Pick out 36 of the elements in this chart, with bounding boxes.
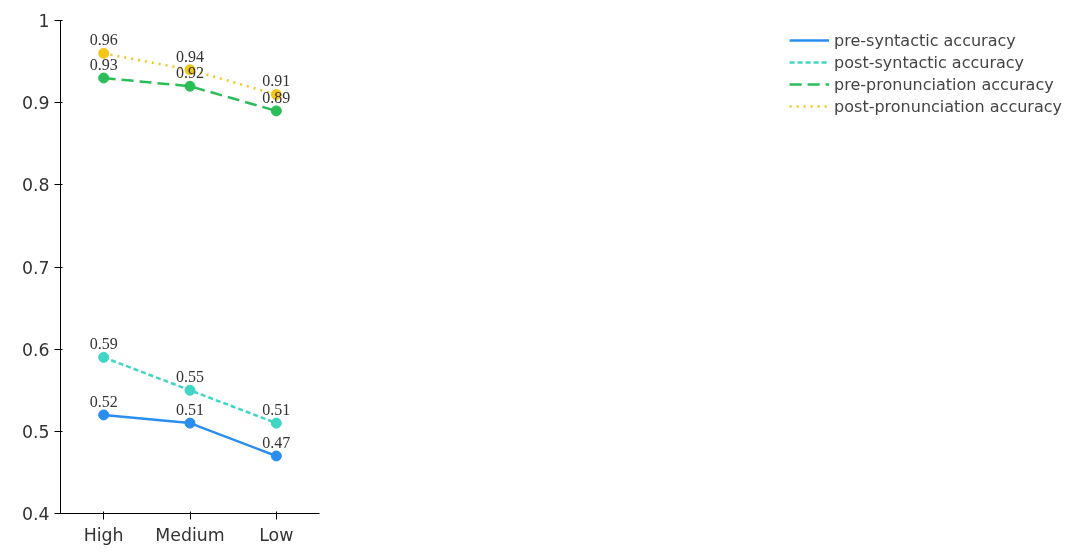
legend-label: post-pronunciation accuracy	[834, 96, 1062, 116]
y-tick-label: 1	[38, 11, 50, 31]
y-tick-label: 0.6	[21, 339, 50, 360]
legend-label: post-syntactic accuracy	[834, 52, 1025, 72]
point	[270, 450, 282, 462]
data-label: 0.55	[176, 368, 204, 386]
data-label: 0.52	[89, 392, 118, 410]
data-label: 0.51	[262, 401, 291, 419]
y-tick-label: 0.7	[21, 257, 50, 278]
data-label: 0.59	[89, 335, 118, 353]
data-label: 0.92	[176, 64, 204, 82]
point	[98, 47, 110, 59]
data-label: 0.94	[176, 47, 204, 65]
legend-label: pre-syntactic accuracy	[834, 30, 1016, 50]
data-label: 0.93	[89, 56, 118, 74]
y-tick-label: 0.5	[21, 421, 50, 442]
y-tick-label: 0.8	[21, 175, 50, 196]
point	[98, 72, 110, 84]
data-label: 0.51	[176, 401, 204, 419]
point	[184, 417, 196, 429]
point	[98, 409, 110, 421]
point	[184, 80, 196, 92]
data-label: 0.47	[262, 433, 291, 451]
point	[270, 105, 282, 117]
x-tick-label: Medium	[155, 524, 225, 545]
legend-label: pre-pronunciation accuracy	[834, 74, 1054, 94]
y-tick-label: 0.9	[21, 93, 50, 114]
point	[98, 351, 110, 363]
data-label: 0.91	[262, 72, 291, 90]
x-tick-label: Low	[259, 524, 294, 545]
point	[270, 417, 282, 429]
y-tick-label: 0.4	[21, 504, 50, 524]
point	[184, 384, 196, 396]
data-label: 0.89	[262, 88, 291, 106]
data-label: 0.96	[89, 31, 118, 49]
x-tick-label: High	[83, 524, 124, 545]
